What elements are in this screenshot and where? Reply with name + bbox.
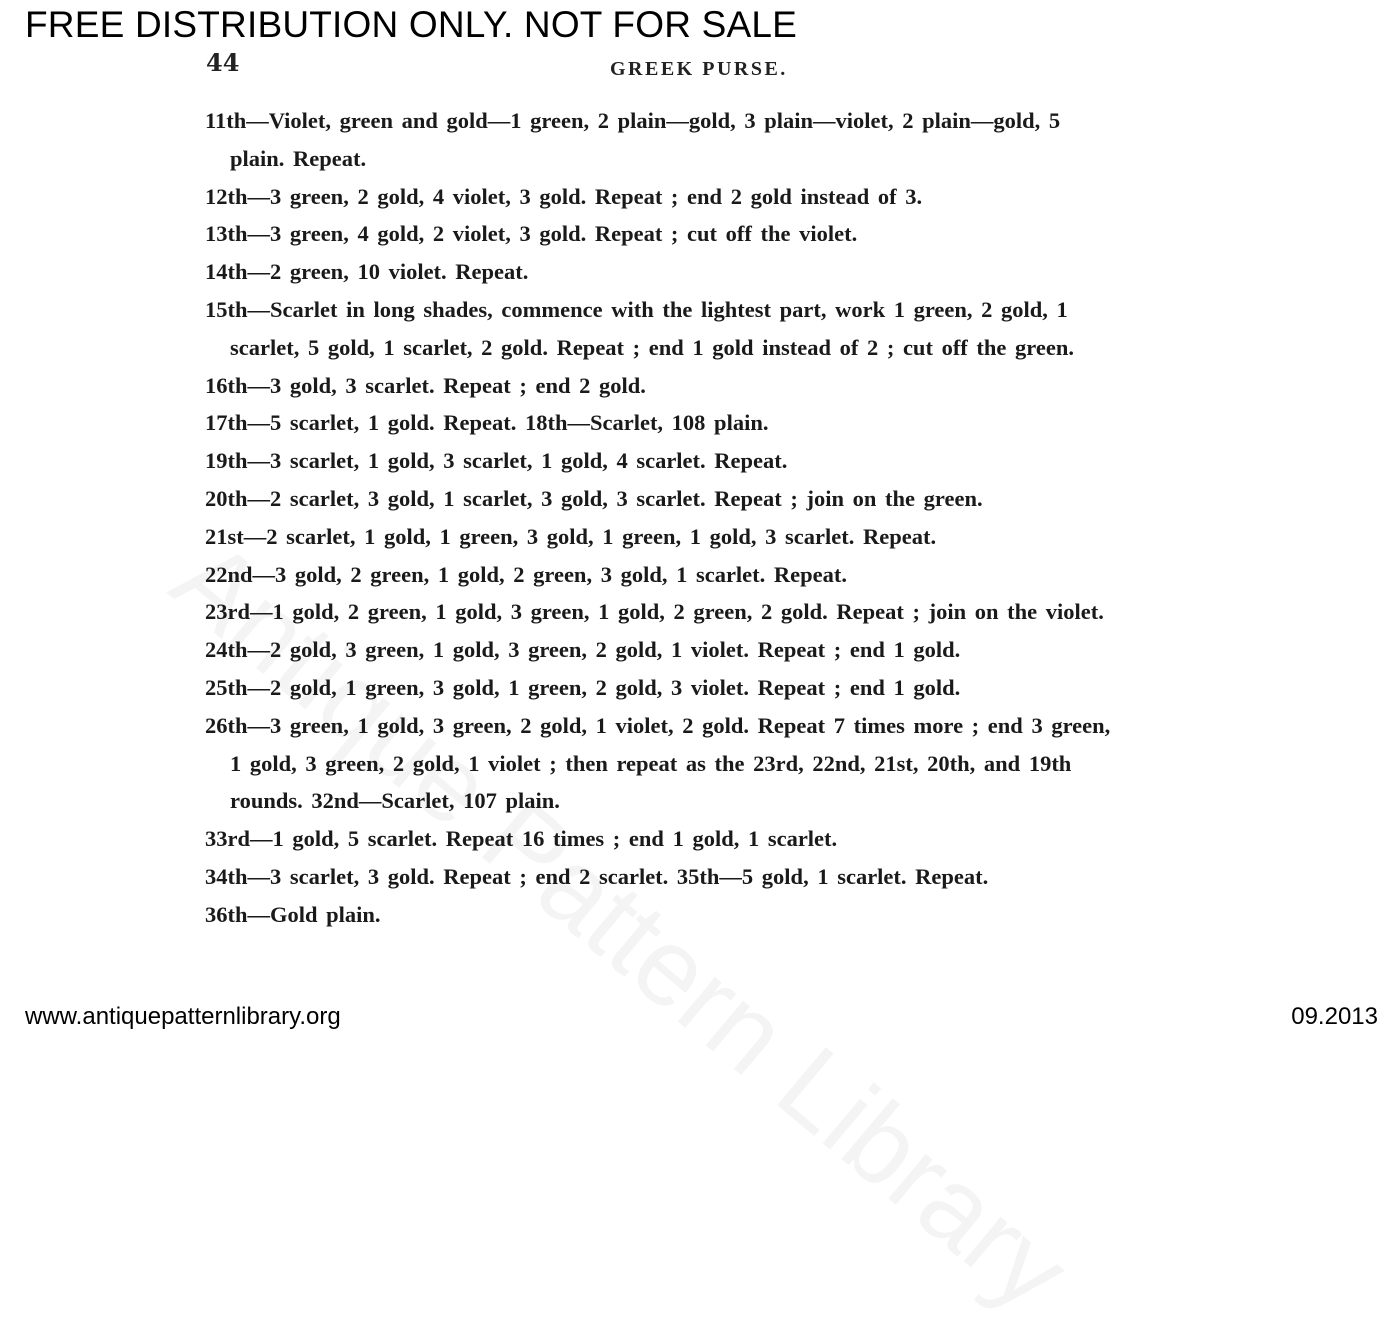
text-line: 13th—3 green, 4 gold, 2 violet, 3 gold. … — [205, 221, 858, 247]
text-line: 21st—2 scarlet, 1 gold, 1 green, 3 gold,… — [205, 523, 937, 549]
text-line: 16th—3 gold, 3 scarlet. Repeat ; end 2 g… — [205, 372, 646, 398]
text-line: 17th—5 scarlet, 1 gold. Repeat. 18th—Sca… — [205, 410, 769, 436]
text-line: 20th—2 scarlet, 3 gold, 1 scarlet, 3 gol… — [205, 485, 983, 511]
text-line: 14th—2 green, 10 violet. Repeat. — [205, 259, 529, 285]
text-line: scarlet, 5 gold, 1 scarlet, 2 gold. Repe… — [230, 334, 1074, 360]
text-line: 19th—3 scarlet, 1 gold, 3 scarlet, 1 gol… — [205, 448, 788, 474]
text-line: 11th—Violet, green and gold—1 green, 2 p… — [205, 108, 1061, 133]
text-line: 34th—3 scarlet, 3 gold. Repeat ; end 2 s… — [205, 863, 989, 889]
text-line: rounds. 32nd—Scarlet, 107 plain. — [230, 788, 560, 814]
body-text: 11th—Violet, green and gold—1 green, 2 p… — [205, 102, 1215, 934]
text-line: 24th—2 gold, 3 green, 1 gold, 3 green, 2… — [205, 637, 961, 663]
text-line: 23rd—1 gold, 2 green, 1 gold, 3 green, 1… — [205, 599, 1104, 625]
page-number: 44 — [206, 48, 240, 77]
distribution-banner: FREE DISTRIBUTION ONLY. NOT FOR SALE — [25, 4, 798, 45]
text-line: 26th—3 green, 1 gold, 3 green, 2 gold, 1… — [205, 712, 1111, 738]
text-line: 12th—3 green, 2 gold, 4 violet, 3 gold. … — [205, 183, 923, 209]
text-line: 25th—2 gold, 1 green, 3 gold, 1 green, 2… — [205, 674, 961, 700]
running-head: GREEK PURSE. — [610, 58, 788, 80]
text-line: 33rd—1 gold, 5 scarlet. Repeat 16 times … — [205, 826, 838, 852]
text-line: 22nd—3 gold, 2 green, 1 gold, 2 green, 3… — [205, 561, 848, 587]
website-link[interactable]: www.antiquepatternlibrary.org — [25, 1003, 341, 1030]
text-line: 1 gold, 3 green, 2 gold, 1 violet ; then… — [230, 750, 1072, 776]
text-line: 36th—Gold plain. — [205, 901, 381, 927]
footer-date: 09.2013 — [1291, 1003, 1378, 1030]
text-line: plain. Repeat. — [230, 145, 367, 171]
text-line: 15th—Scarlet in long shades, commence wi… — [205, 296, 1068, 322]
